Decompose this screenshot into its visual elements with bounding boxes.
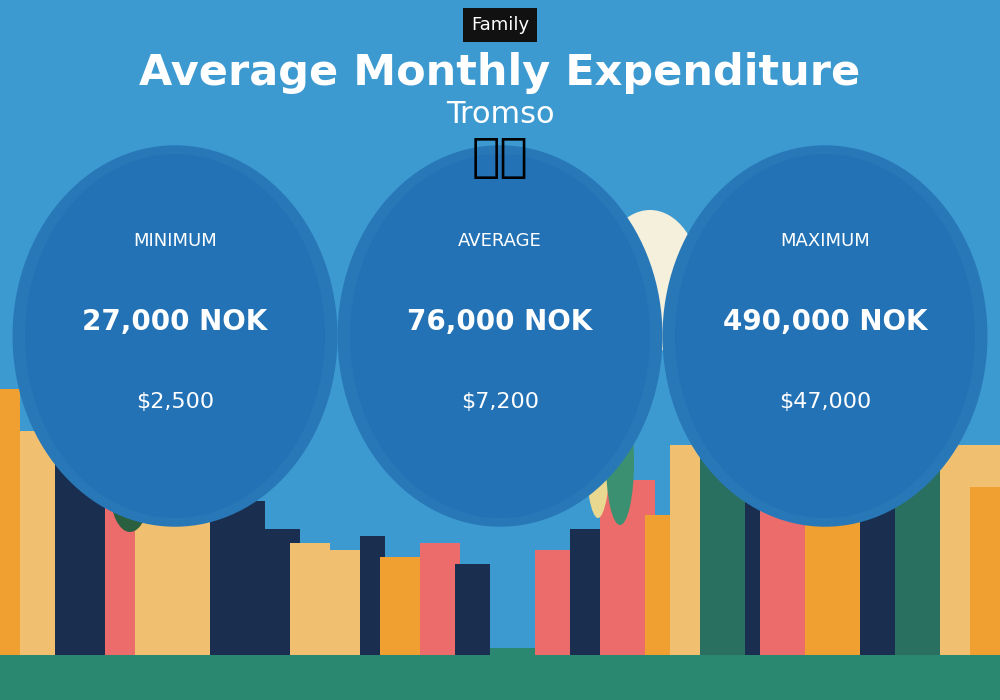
Bar xyxy=(360,536,385,654)
Bar xyxy=(805,346,870,654)
Bar xyxy=(0,648,1000,700)
Ellipse shape xyxy=(675,154,975,518)
Bar xyxy=(55,416,115,654)
Ellipse shape xyxy=(648,273,712,357)
Text: MINIMUM: MINIMUM xyxy=(133,232,217,251)
Bar xyxy=(645,514,680,654)
Text: Average Monthly Expenditure: Average Monthly Expenditure xyxy=(139,52,861,94)
Bar xyxy=(760,360,815,654)
Bar xyxy=(600,480,655,654)
Bar xyxy=(0,430,55,654)
Text: 🇳🇴: 🇳🇴 xyxy=(472,136,528,181)
Bar xyxy=(380,556,430,654)
Polygon shape xyxy=(60,386,130,455)
Bar xyxy=(255,528,300,654)
Bar xyxy=(210,500,265,654)
Bar xyxy=(135,486,185,654)
Ellipse shape xyxy=(12,146,338,526)
Text: MAXIMUM: MAXIMUM xyxy=(780,232,870,251)
Ellipse shape xyxy=(350,154,650,518)
Ellipse shape xyxy=(662,146,988,526)
Bar xyxy=(40,444,85,654)
Bar xyxy=(745,500,770,654)
Bar xyxy=(895,402,950,654)
Bar xyxy=(290,542,330,654)
Bar xyxy=(700,402,755,654)
Bar xyxy=(455,564,490,654)
Ellipse shape xyxy=(25,154,325,518)
Bar xyxy=(105,458,140,654)
Ellipse shape xyxy=(606,399,634,525)
Ellipse shape xyxy=(586,378,610,518)
Bar xyxy=(535,550,575,654)
Bar xyxy=(570,528,610,654)
Text: AVERAGE: AVERAGE xyxy=(458,232,542,251)
Bar xyxy=(670,444,710,654)
Ellipse shape xyxy=(600,210,700,350)
Ellipse shape xyxy=(338,146,662,526)
Bar xyxy=(970,486,1000,654)
Bar xyxy=(175,514,220,654)
Bar xyxy=(320,550,370,654)
Bar xyxy=(420,542,460,654)
Text: $7,200: $7,200 xyxy=(461,393,539,412)
Text: Family: Family xyxy=(471,16,529,34)
Bar xyxy=(940,444,1000,654)
Text: $2,500: $2,500 xyxy=(136,393,214,412)
Ellipse shape xyxy=(205,238,305,364)
Text: 27,000 NOK: 27,000 NOK xyxy=(82,308,268,336)
Text: Tromso: Tromso xyxy=(446,100,554,130)
Polygon shape xyxy=(714,396,776,459)
Ellipse shape xyxy=(110,448,150,532)
Text: 76,000 NOK: 76,000 NOK xyxy=(407,308,593,336)
Bar xyxy=(860,389,905,654)
Text: 490,000 NOK: 490,000 NOK xyxy=(723,308,927,336)
Ellipse shape xyxy=(588,273,662,371)
Bar xyxy=(0,389,20,654)
Ellipse shape xyxy=(195,280,265,364)
Text: $47,000: $47,000 xyxy=(779,393,871,412)
